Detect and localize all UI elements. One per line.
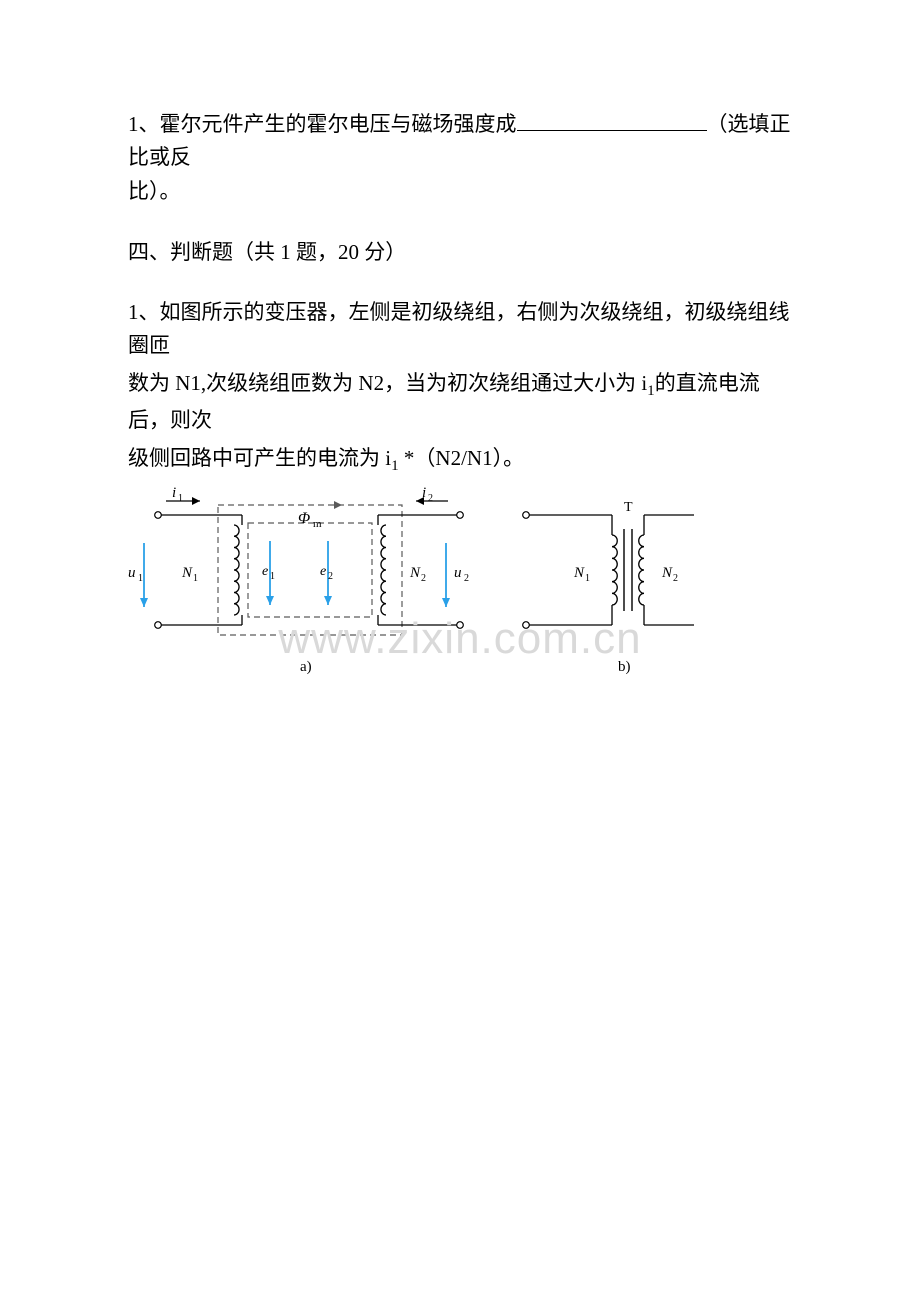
q4-line3a: 级侧回路中可产生的电流为 i (128, 446, 391, 470)
section4-title: 四、判断题（共 1 题，20 分） (128, 236, 800, 269)
q4-sub1: 1 (647, 383, 655, 399)
svg-text:2: 2 (673, 573, 678, 584)
svg-text:T: T (624, 500, 633, 515)
svg-text:N: N (661, 565, 673, 581)
svg-text:i: i (422, 485, 426, 501)
page-content: 1、霍尔元件产生的霍尔电压与磁场强度成（选填正比或反 比）。 四、判断题（共 1… (0, 0, 920, 691)
q1-prefix: 1、霍尔元件产生的霍尔电压与磁场强度成 (128, 112, 517, 136)
svg-text:1: 1 (270, 571, 275, 582)
svg-text:N: N (181, 565, 193, 581)
svg-text:2: 2 (421, 573, 426, 584)
q1-line2: 比）。 (128, 175, 800, 208)
q1-line1: 1、霍尔元件产生的霍尔电压与磁场强度成（选填正比或反 (128, 108, 800, 173)
svg-text:u: u (128, 565, 136, 581)
q4-sub2: 1 (391, 459, 399, 475)
q4-line2: 数为 N1,次级绕组匝数为 N2，当为初次绕组通过大小为 i1的直流电流后，则次 (128, 367, 800, 436)
q4-line2a: 数为 N1,次级绕组匝数为 N2，当为初次绕组通过大小为 i (128, 371, 647, 395)
svg-text:2: 2 (328, 571, 333, 582)
q4-line3b: *（N2/N1）。 (399, 446, 524, 470)
svg-text:N: N (409, 565, 421, 581)
svg-text:N: N (573, 565, 585, 581)
q4-line3: 级侧回路中可产生的电流为 i1 *（N2/N1）。 (128, 442, 800, 479)
q1-blank (517, 109, 707, 131)
transformer-figure: Φmi1u1N1e1e2i2N2u2a)TN1N2b) (122, 485, 800, 691)
q4-line1: 1、如图所示的变压器，左侧是初级绕组，右侧为次级绕组，初级绕组线圈匝 (128, 296, 800, 361)
svg-text:u: u (454, 565, 462, 581)
svg-text:2: 2 (464, 573, 469, 584)
svg-text:b): b) (618, 659, 631, 675)
svg-text:1: 1 (193, 573, 198, 584)
svg-text:a): a) (300, 659, 312, 675)
svg-text:1: 1 (138, 573, 143, 584)
svg-text:Φ: Φ (298, 510, 310, 527)
svg-text:i: i (172, 485, 176, 501)
svg-text:2: 2 (428, 493, 433, 504)
svg-text:e: e (320, 564, 326, 579)
svg-text:m: m (313, 518, 322, 530)
svg-text:1: 1 (585, 573, 590, 584)
svg-text:e: e (262, 564, 268, 579)
svg-text:1: 1 (178, 493, 183, 504)
figure-svg: Φmi1u1N1e1e2i2N2u2a)TN1N2b) (122, 485, 694, 681)
